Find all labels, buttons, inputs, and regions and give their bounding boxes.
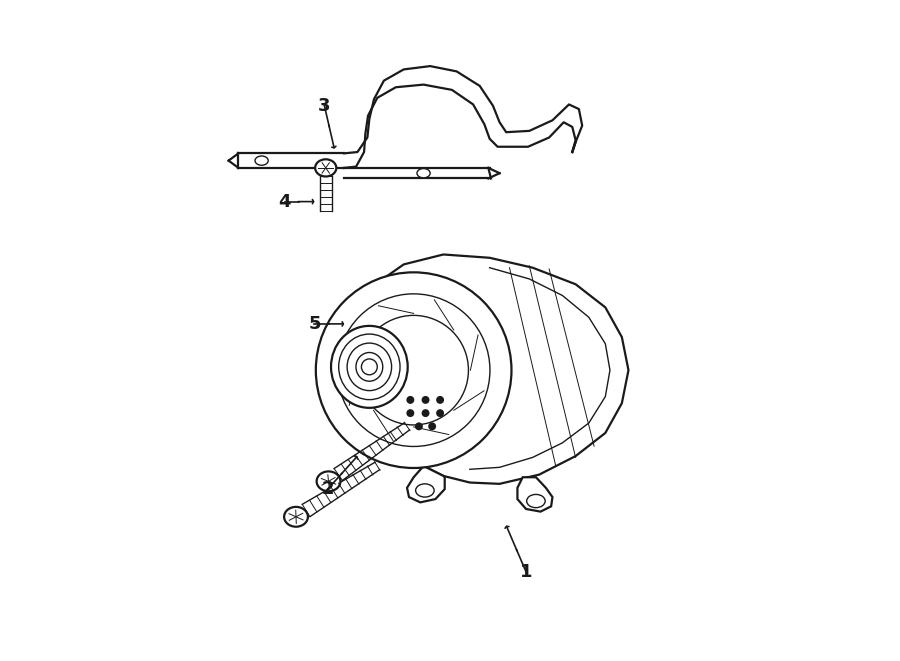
Ellipse shape — [417, 169, 430, 178]
Ellipse shape — [316, 272, 511, 468]
Circle shape — [407, 396, 414, 404]
Ellipse shape — [255, 156, 268, 165]
Circle shape — [428, 422, 436, 430]
Circle shape — [421, 409, 429, 417]
Ellipse shape — [347, 343, 392, 391]
Ellipse shape — [338, 294, 490, 446]
Text: 1: 1 — [520, 563, 532, 581]
Circle shape — [415, 422, 423, 430]
Ellipse shape — [526, 494, 545, 508]
Text: 3: 3 — [319, 97, 330, 115]
Ellipse shape — [416, 484, 434, 497]
Polygon shape — [364, 254, 628, 484]
Polygon shape — [518, 477, 553, 512]
Ellipse shape — [359, 315, 468, 425]
Text: 2: 2 — [321, 480, 334, 498]
Ellipse shape — [284, 507, 308, 527]
Ellipse shape — [362, 359, 377, 375]
Ellipse shape — [317, 471, 340, 491]
Ellipse shape — [338, 334, 400, 400]
Ellipse shape — [356, 352, 382, 381]
Ellipse shape — [315, 159, 337, 176]
Polygon shape — [407, 466, 445, 502]
Circle shape — [436, 409, 444, 417]
Circle shape — [407, 409, 414, 417]
Circle shape — [421, 396, 429, 404]
Circle shape — [436, 396, 444, 404]
Text: 4: 4 — [278, 192, 291, 211]
Text: 5: 5 — [308, 315, 320, 333]
Ellipse shape — [331, 326, 408, 408]
